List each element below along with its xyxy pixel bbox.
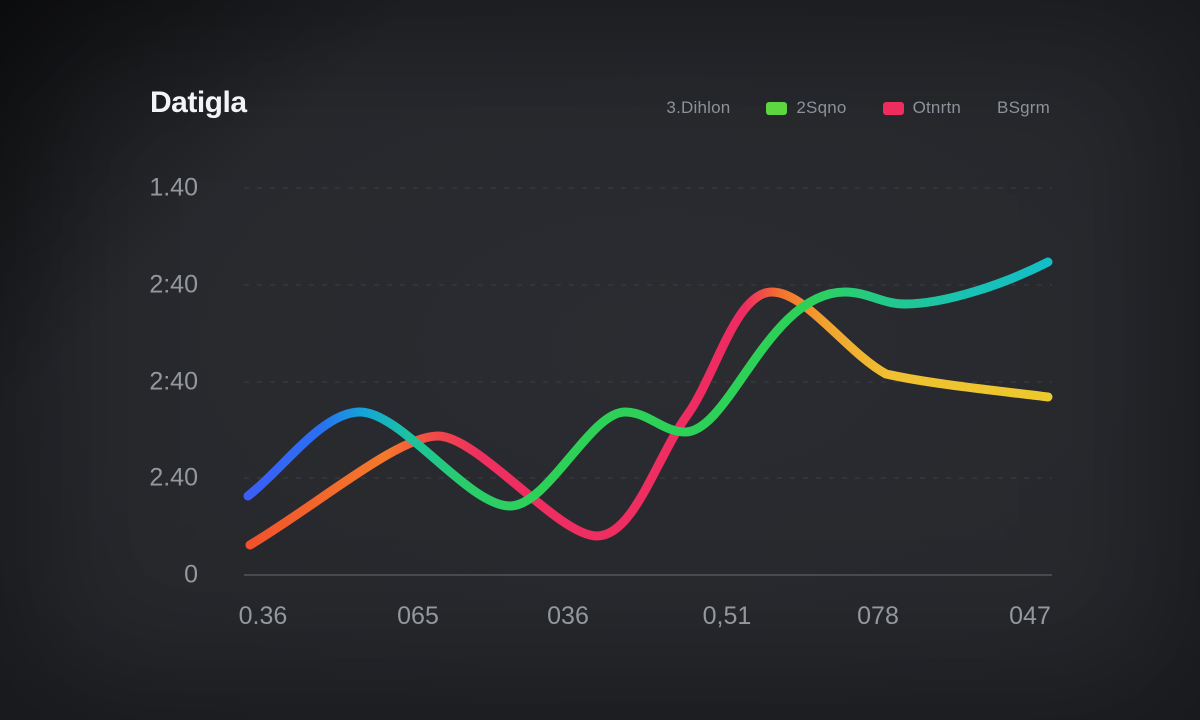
- x-axis-tick-label: 0,51: [702, 602, 752, 630]
- x-axis-tick-label: 078: [857, 602, 899, 630]
- chart-title: Datigla: [150, 86, 247, 119]
- y-axis-tick-label: 1.40: [149, 173, 198, 202]
- legend-item[interactable]: 2Sqno: [766, 98, 846, 118]
- y-axis-tick-label: 2:40: [149, 367, 198, 396]
- x-axis-tick-label: 036: [547, 602, 589, 630]
- series-line-warm[interactable]: [245, 287, 1053, 550]
- x-axis-tick-label: 047: [1009, 602, 1051, 630]
- legend-item[interactable]: 3.Dihlon: [666, 98, 730, 118]
- legend-label: 2Sqno: [796, 98, 847, 117]
- legend-label: Otnrtn: [912, 98, 962, 117]
- x-axis-tick-label: 065: [397, 602, 439, 630]
- legend-item[interactable]: BSgrm: [997, 98, 1050, 118]
- legend-swatch: [766, 101, 788, 115]
- x-axis-tick-label: 0.36: [238, 602, 288, 630]
- legend-swatch: [882, 101, 904, 115]
- y-axis-tick-label: 2.40: [149, 463, 198, 492]
- legend: 3.Dihlon 2Sqno Otnrtn BSgrm: [666, 98, 1050, 118]
- series-line-cool[interactable]: [243, 257, 1053, 511]
- y-axis-tick-label: 2:40: [149, 270, 198, 299]
- legend-label: 3.Dihlon: [666, 98, 731, 117]
- y-axis-tick-label: 0: [184, 560, 198, 589]
- legend-item[interactable]: Otnrtn: [882, 98, 962, 118]
- legend-label: BSgrm: [997, 98, 1050, 117]
